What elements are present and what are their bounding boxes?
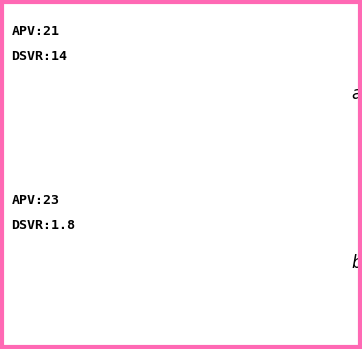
Text: BASE  09:47:32: BASE 09:47:32 xyxy=(166,340,219,344)
Text: a: a xyxy=(351,84,361,103)
Text: S: S xyxy=(173,220,178,229)
Text: BASE  09:56:03: BASE 09:56:03 xyxy=(166,170,219,175)
Text: 120: 120 xyxy=(131,50,143,55)
Text: 80: 80 xyxy=(135,252,143,258)
Text: 80: 80 xyxy=(135,82,143,88)
Text: DSVR:14: DSVR:14 xyxy=(11,50,67,63)
Text: S: S xyxy=(322,220,327,229)
Text: 255: 255 xyxy=(176,34,189,39)
Text: APV:23: APV:23 xyxy=(11,194,59,208)
Text: S: S xyxy=(173,51,178,59)
Text: S: S xyxy=(322,51,327,59)
Text: S: S xyxy=(244,220,249,229)
Text: 93: 93 xyxy=(190,178,200,187)
Text: S: S xyxy=(244,51,249,59)
Text: 255: 255 xyxy=(176,194,189,200)
Text: D: D xyxy=(199,51,204,59)
Text: 255: 255 xyxy=(176,203,189,209)
Text: D: D xyxy=(199,220,204,229)
Text: 86: 86 xyxy=(190,9,200,17)
Text: 0: 0 xyxy=(139,166,143,172)
Text: 40: 40 xyxy=(135,284,143,290)
Text: 160: 160 xyxy=(131,20,143,26)
Text: b: b xyxy=(351,254,362,272)
Text: 160: 160 xyxy=(131,189,143,195)
Text: APV:21: APV:21 xyxy=(11,25,59,38)
Text: D: D xyxy=(276,51,281,59)
Text: 255: 255 xyxy=(176,24,189,31)
Text: 120: 120 xyxy=(131,219,143,225)
Text: D: D xyxy=(276,220,281,229)
Text: 0: 0 xyxy=(139,335,143,341)
Text: DSVR:1.8: DSVR:1.8 xyxy=(11,220,75,232)
Text: 40: 40 xyxy=(135,115,143,121)
